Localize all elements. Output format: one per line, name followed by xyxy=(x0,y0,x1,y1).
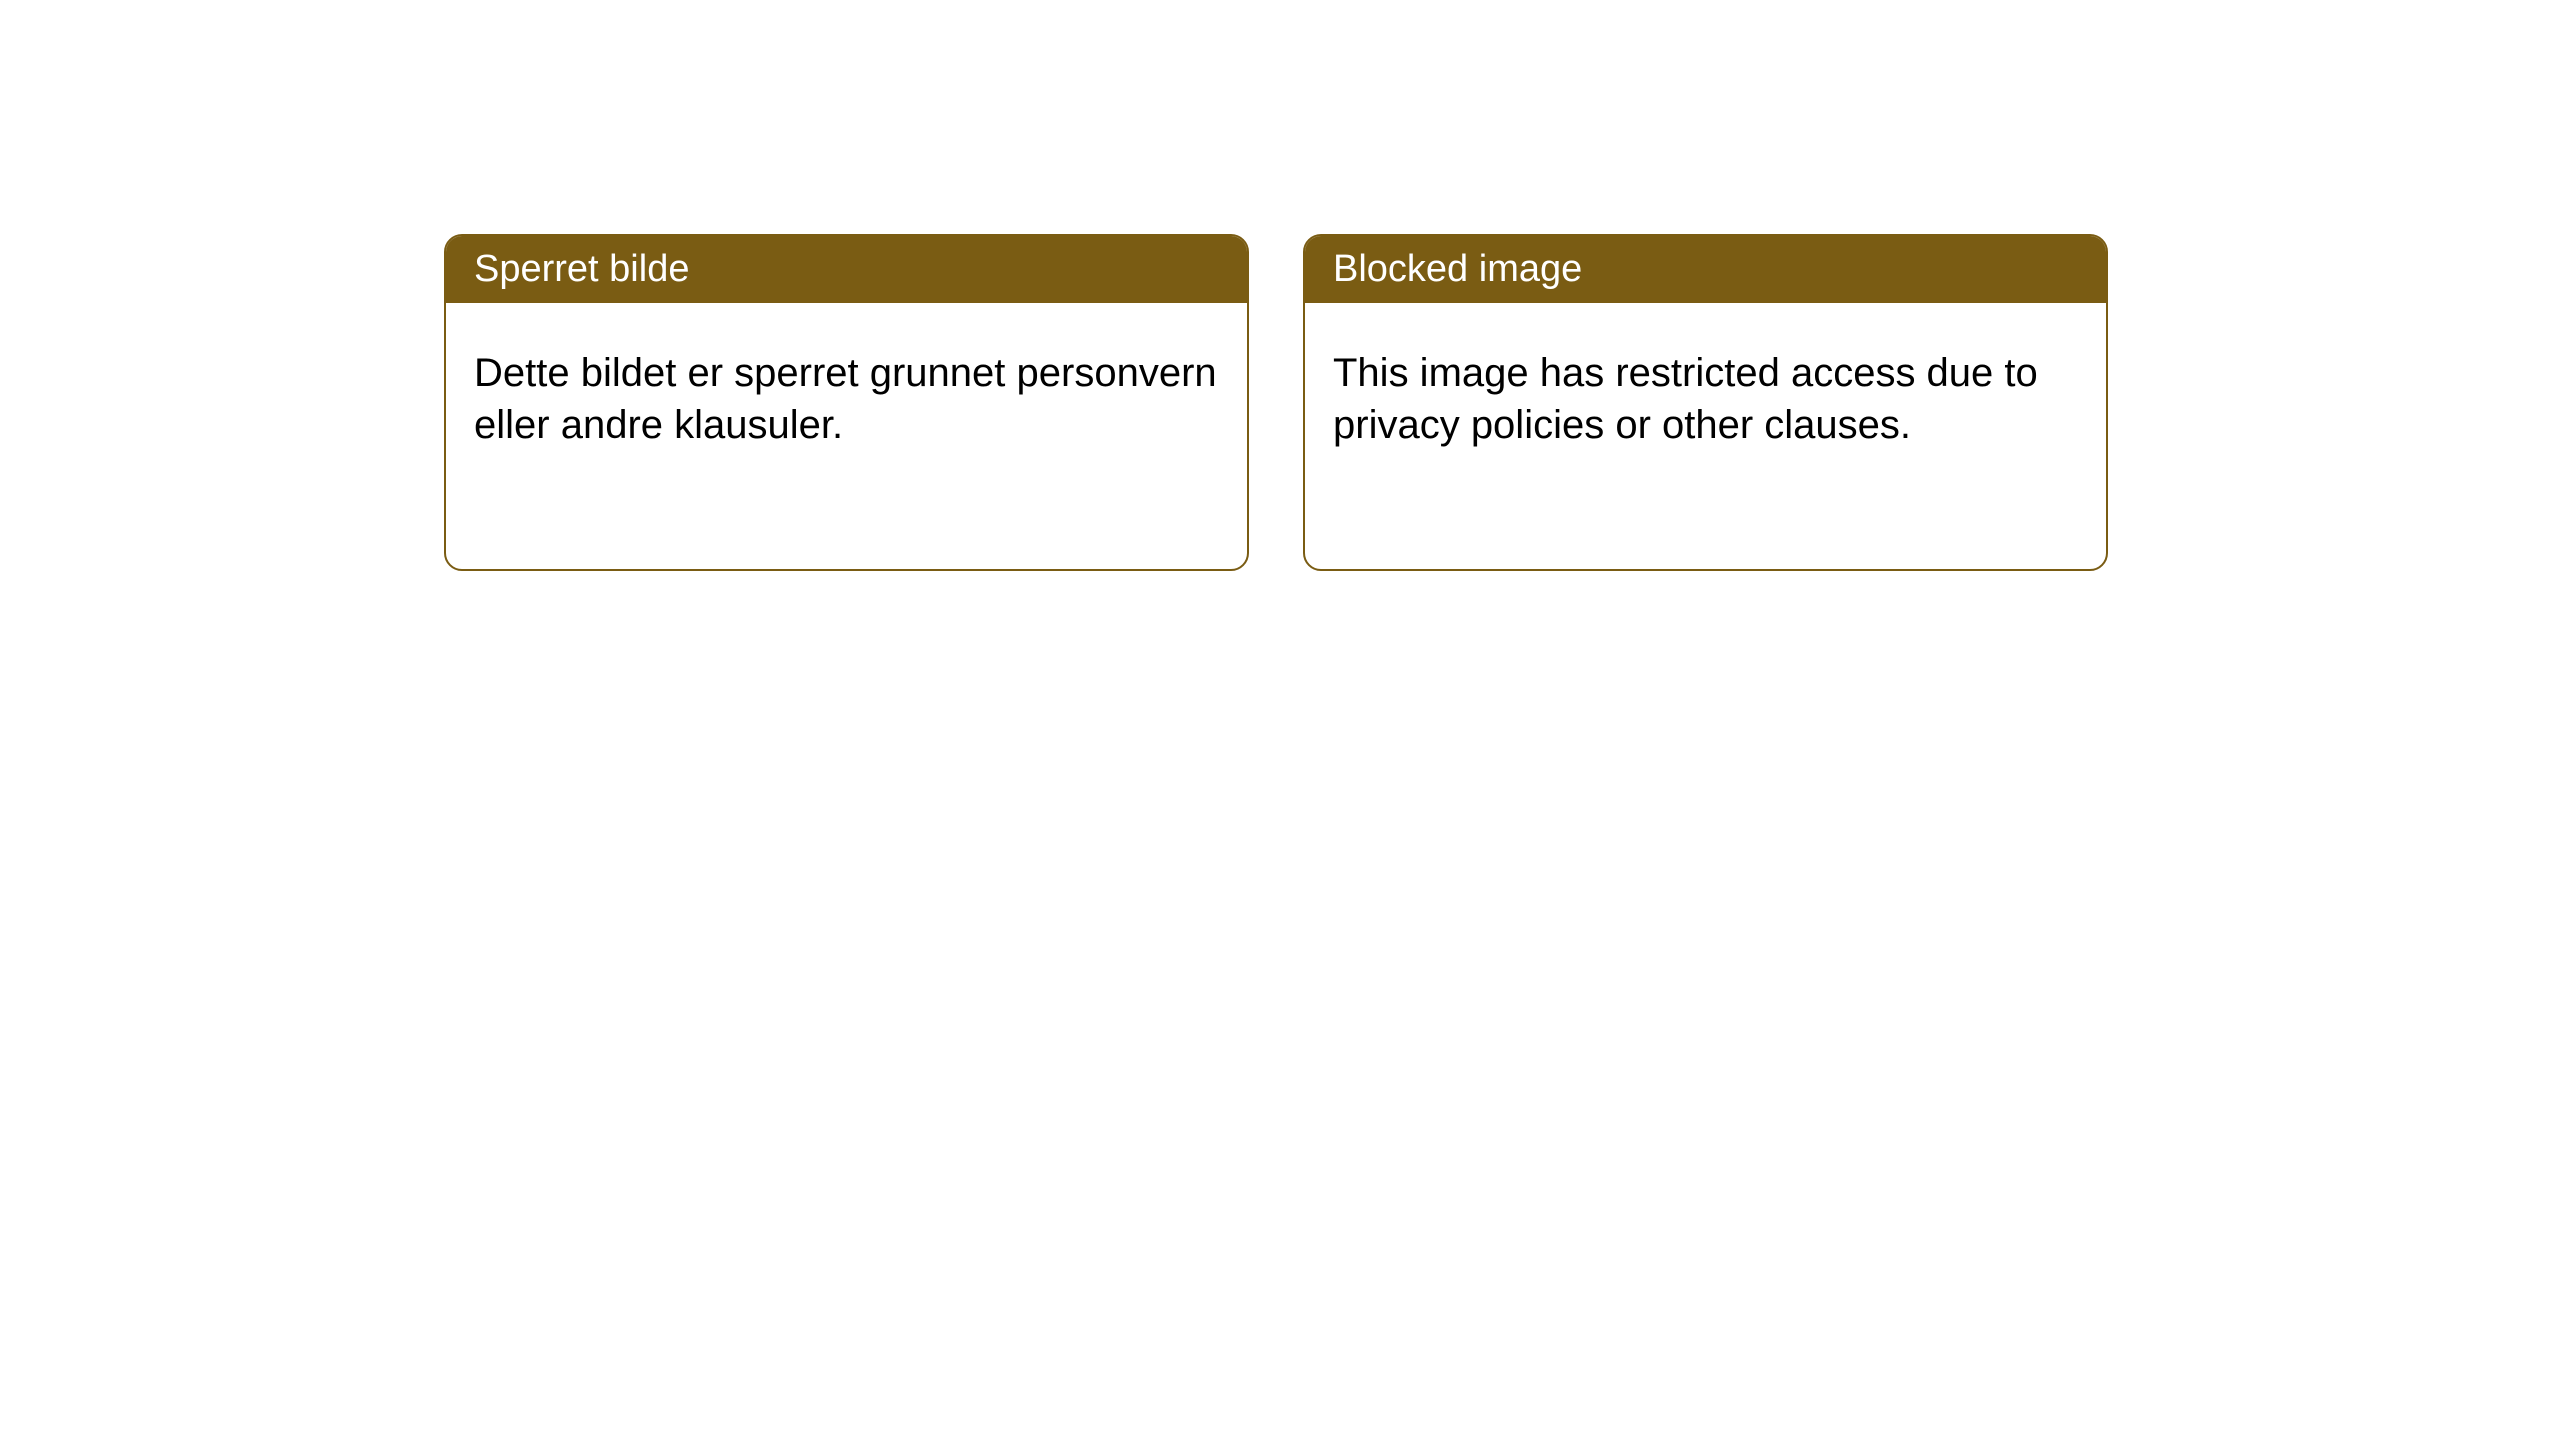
notice-box-norwegian: Sperret bilde Dette bildet er sperret gr… xyxy=(444,234,1249,571)
notice-title: Blocked image xyxy=(1333,248,1582,290)
notice-header: Sperret bilde xyxy=(446,236,1247,303)
notice-title: Sperret bilde xyxy=(474,248,689,290)
notice-body: This image has restricted access due to … xyxy=(1305,303,2106,495)
notice-container: Sperret bilde Dette bildet er sperret gr… xyxy=(0,0,2560,571)
notice-box-english: Blocked image This image has restricted … xyxy=(1303,234,2108,571)
notice-message: This image has restricted access due to … xyxy=(1333,351,2038,447)
notice-body: Dette bildet er sperret grunnet personve… xyxy=(446,303,1247,495)
notice-header: Blocked image xyxy=(1305,236,2106,303)
notice-message: Dette bildet er sperret grunnet personve… xyxy=(474,351,1217,447)
